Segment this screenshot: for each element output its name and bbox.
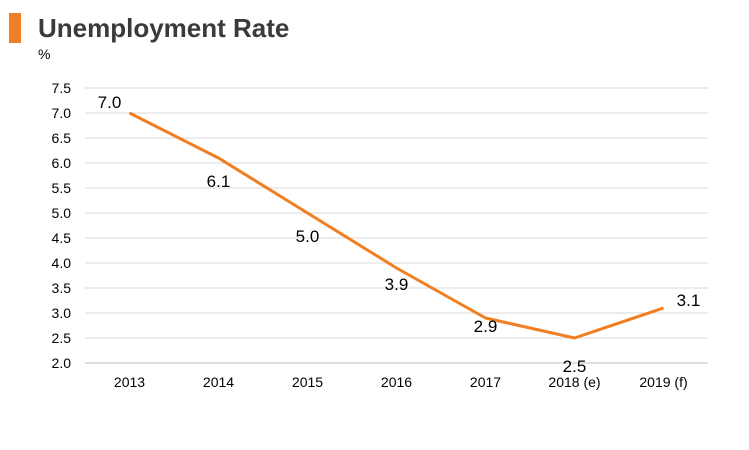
x-tick-label: 2014 (203, 374, 234, 390)
y-tick-label: 6.0 (52, 155, 72, 171)
y-tick-label: 4.5 (52, 230, 72, 246)
y-tick-label: 3.5 (52, 280, 72, 296)
y-axis-ticks: 2.0 2.5 3.0 3.5 4.0 4.5 5.0 5.5 6.0 6.5 7.0 7.5 (52, 80, 72, 371)
y-tick-label: 5.5 (52, 180, 72, 196)
y-tick-label: 7.5 (52, 80, 72, 96)
y-axis-unit: % (38, 46, 51, 62)
x-tick-label: 2017 (470, 374, 501, 390)
data-label: 7.0 (98, 93, 122, 112)
series (128, 111, 664, 340)
y-tick-label: 3.0 (52, 305, 72, 321)
x-axis-ticks: 2013 2014 2015 2016 2017 2018 (e) 2019 (f) (114, 374, 688, 390)
x-tick-label: 2013 (114, 374, 145, 390)
data-label: 3.9 (385, 275, 409, 294)
gridlines (85, 87, 708, 364)
x-tick-label: 2016 (381, 374, 412, 390)
data-label: 5.0 (296, 227, 320, 246)
x-tick-label: 2019 (f) (639, 374, 687, 390)
data-labels: 7.0 6.1 5.0 3.9 2.9 2.5 3.1 (98, 93, 701, 376)
y-tick-label: 2.5 (52, 330, 72, 346)
data-label: 6.1 (207, 172, 231, 191)
data-label: 3.1 (677, 291, 701, 310)
data-label: 2.5 (563, 357, 587, 376)
x-tick-label: 2015 (292, 374, 323, 390)
title-accent-bar (9, 13, 21, 43)
y-tick-label: 5.0 (52, 205, 72, 221)
x-tick-label: 2018 (e) (548, 374, 600, 390)
chart-title: Unemployment Rate (38, 13, 290, 43)
y-tick-label: 4.0 (52, 255, 72, 271)
y-tick-label: 7.0 (52, 105, 72, 121)
data-label: 2.9 (474, 317, 498, 336)
series-line (128, 111, 664, 340)
y-tick-label: 6.5 (52, 130, 72, 146)
y-tick-label: 2.0 (52, 355, 72, 371)
